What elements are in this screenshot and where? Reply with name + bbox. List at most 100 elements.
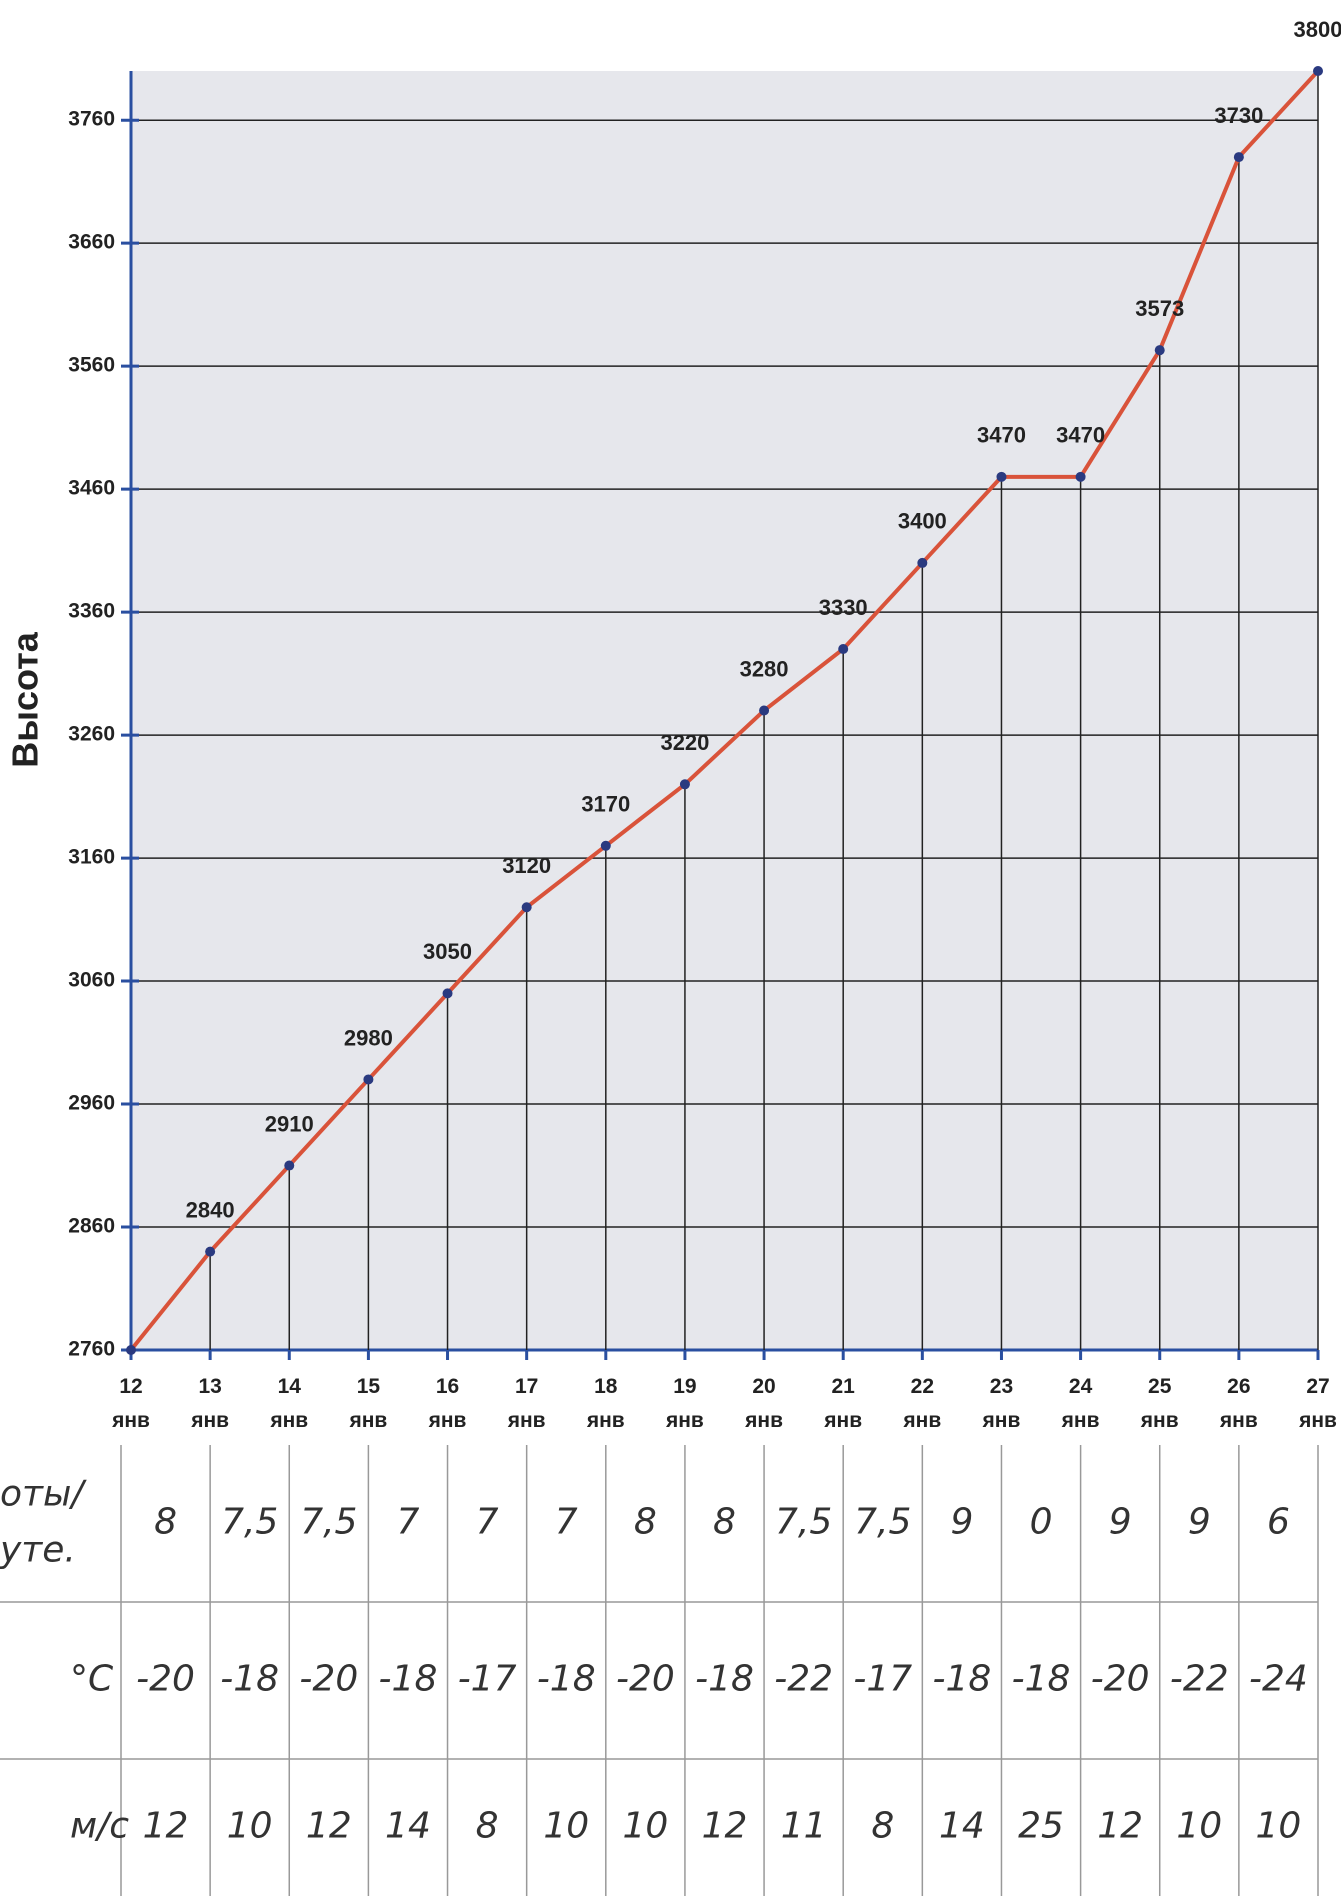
data-point [759, 705, 770, 716]
table-cell: -20 [299, 1659, 358, 1700]
data-label: 3470 [1056, 423, 1105, 448]
table-cell: 7,5 [775, 1502, 832, 1543]
data-point [1154, 345, 1165, 356]
data-label: 3573 [1135, 296, 1184, 321]
y-tick-label: 3460 [68, 477, 115, 500]
x-tick-label: 20 янв [745, 1375, 783, 1432]
y-tick-label: 2960 [68, 1092, 115, 1115]
table-cell: -20 [616, 1659, 675, 1700]
data-point [600, 840, 611, 851]
table-cell: -17 [458, 1659, 517, 1700]
row-label: м/с [70, 1806, 129, 1847]
table-cell: -22 [1170, 1659, 1229, 1700]
table-cell: 12 [1097, 1806, 1143, 1847]
table-cell: -20 [136, 1659, 195, 1700]
data-label: 3470 [977, 423, 1026, 448]
data-point [521, 902, 532, 913]
y-axis-label: Высота [5, 631, 46, 767]
table-cell: -18 [220, 1659, 279, 1700]
table-cell: -18 [1012, 1659, 1071, 1700]
table-cell: -18 [537, 1659, 596, 1700]
row-label: оты/ [0, 1474, 87, 1515]
table-cell: -20 [1091, 1659, 1150, 1700]
table-cell: 8 [476, 1806, 499, 1847]
x-tick-label: 18 янв [586, 1375, 625, 1432]
x-tick-label: 25 янв [1140, 1375, 1179, 1432]
table-cell: 0 [1030, 1502, 1053, 1543]
data-point [838, 644, 849, 655]
table-cell: -18 [379, 1659, 438, 1700]
table-cell: 7,5 [300, 1502, 357, 1543]
table-cell: 14 [385, 1806, 431, 1847]
x-tick-label: 16 янв [428, 1375, 467, 1432]
row-label: °C [70, 1659, 114, 1700]
x-tick-label: 24 янв [1061, 1375, 1100, 1432]
table-cell: 7,5 [221, 1502, 278, 1543]
table-cell: 8 [154, 1502, 177, 1543]
table-cell: 7 [555, 1502, 578, 1543]
data-point [284, 1160, 295, 1171]
x-tick-label: 17 янв [507, 1375, 546, 1432]
data-point [1075, 471, 1086, 482]
table-cell: -18 [695, 1659, 754, 1700]
table-cell: 6 [1267, 1502, 1290, 1543]
table-cell: 7,5 [854, 1502, 911, 1543]
table-cell: -17 [853, 1659, 912, 1700]
data-label: 3280 [740, 656, 789, 681]
table-cell: 8 [634, 1502, 657, 1543]
y-tick-label: 3360 [68, 600, 115, 623]
table-cell: 10 [1176, 1806, 1222, 1847]
data-line [129, 69, 1320, 1352]
table-cell: 11 [781, 1806, 827, 1847]
data-label: 3800 [1294, 17, 1341, 42]
data-label: 2980 [344, 1025, 393, 1050]
table-cell: -24 [1249, 1659, 1308, 1700]
data-label: 3730 [1214, 103, 1263, 128]
table-cell: 12 [143, 1806, 189, 1847]
table-cell: 14 [939, 1806, 985, 1847]
table-cell: 8 [871, 1806, 894, 1847]
y-tick-label: 3060 [68, 969, 115, 992]
x-tick-label: 15 янв [349, 1375, 388, 1432]
data-point [126, 1345, 136, 1355]
table-cell: 10 [227, 1806, 273, 1847]
row-label: уте. [0, 1530, 76, 1571]
y-tick-label: 2860 [68, 1215, 115, 1238]
data-point [1233, 152, 1244, 163]
x-tick-label: 26 янв [1219, 1375, 1258, 1432]
data-point [996, 471, 1007, 482]
table-cell: 12 [702, 1806, 748, 1847]
x-tick-label: 27 янв [1299, 1375, 1337, 1432]
data-point [679, 779, 690, 790]
table-cell: 9 [1188, 1502, 1211, 1543]
x-tick-label: 22 янв [903, 1375, 942, 1432]
data-point [1313, 66, 1323, 76]
data-label: 2910 [265, 1111, 314, 1136]
data-label: 2840 [186, 1197, 235, 1222]
table-cell: -22 [774, 1659, 833, 1700]
data-point [917, 557, 928, 568]
x-tick-label: 21 янв [824, 1375, 863, 1432]
data-point [205, 1246, 216, 1257]
plot-area [131, 71, 1318, 1350]
table-cell: 10 [622, 1806, 668, 1847]
data-label: 3120 [502, 853, 551, 878]
y-tick-label: 2760 [68, 1338, 115, 1361]
table-cell: 9 [950, 1502, 973, 1543]
x-tick-label: 23 янв [982, 1375, 1021, 1432]
table-cell: 8 [713, 1502, 736, 1543]
table-cell: 9 [1109, 1502, 1132, 1543]
data-label: 3170 [581, 792, 630, 817]
table-cell: 25 [1018, 1806, 1064, 1847]
data-label: 3400 [898, 509, 947, 534]
table-cell: -18 [932, 1659, 991, 1700]
y-tick-label: 3160 [68, 846, 115, 869]
y-tick-label: 3760 [68, 108, 115, 131]
data-label: 3330 [819, 595, 868, 620]
x-tick-label: 14 янв [270, 1375, 309, 1432]
table-cell: 12 [306, 1806, 352, 1847]
x-tick-label: 13 янв [191, 1375, 230, 1432]
x-tick-label: 12 янв [112, 1375, 150, 1432]
data-label: 3050 [423, 939, 472, 964]
